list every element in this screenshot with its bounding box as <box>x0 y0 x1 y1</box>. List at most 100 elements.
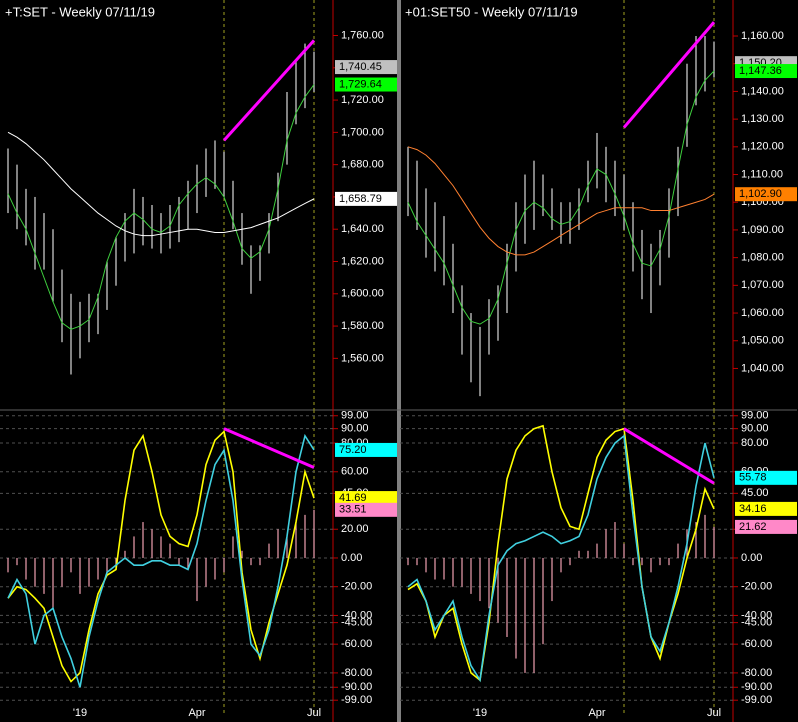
histogram-bar <box>461 557 463 587</box>
value-label-box <box>335 77 397 92</box>
histogram-bar <box>488 557 490 609</box>
histogram-bar <box>124 550 126 558</box>
y-tick-label: 1,110.00 <box>741 168 783 180</box>
histogram-bar <box>677 543 679 558</box>
value-label: 1,729.64 <box>339 78 382 90</box>
value-label: 34.16 <box>739 503 767 515</box>
y-tick-label: 1,160.00 <box>741 30 784 42</box>
value-label: 1,147.36 <box>739 65 782 77</box>
y-tick-label: 1,080.00 <box>741 252 784 264</box>
x-tick-label: '19 <box>73 707 87 719</box>
trend-line <box>223 427 315 469</box>
y-tick-label: 1,560.00 <box>341 352 384 364</box>
indicator-line <box>407 70 715 325</box>
histogram-bar <box>407 557 409 566</box>
trend-line <box>623 427 715 485</box>
histogram-bar <box>7 557 9 573</box>
y-tick-label: 90.00 <box>741 423 769 435</box>
histogram-bar <box>560 557 562 573</box>
value-label: 1,102.90 <box>739 188 782 200</box>
histogram-bar <box>169 543 171 558</box>
histogram-bar <box>551 557 553 602</box>
histogram-bar <box>470 557 472 594</box>
histogram-bar <box>542 557 544 645</box>
histogram-bar <box>196 557 198 602</box>
histogram-bar <box>16 557 18 566</box>
y-tick-label: 20.00 <box>341 523 369 535</box>
y-tick-label: 90.00 <box>341 423 369 435</box>
histogram-bar <box>295 522 297 558</box>
value-label: 21.62 <box>739 521 767 533</box>
histogram-bar <box>61 557 63 587</box>
value-label-box <box>335 60 397 75</box>
value-label: 1,740.45 <box>339 61 382 73</box>
indicator-line <box>407 146 715 256</box>
value-label-box <box>335 442 397 457</box>
y-tick-label: 1,680.00 <box>341 159 384 171</box>
histogram-bar <box>187 557 189 570</box>
value-label-box <box>735 187 797 202</box>
histogram-bar <box>277 529 279 558</box>
histogram-bar <box>569 557 571 566</box>
y-tick-label: 60.00 <box>341 466 369 478</box>
histogram-bar <box>497 557 499 623</box>
y-tick-label: -90.00 <box>341 681 372 693</box>
histogram-bar <box>178 557 180 566</box>
histogram-bar <box>650 557 652 573</box>
histogram-bar <box>425 557 427 573</box>
indicator-line <box>7 433 315 688</box>
histogram-bar <box>713 526 715 558</box>
panel-separator <box>397 0 401 722</box>
histogram-bar <box>88 557 90 587</box>
histogram-bar <box>632 557 634 566</box>
histogram-bar <box>587 550 589 558</box>
y-tick-label: -90.00 <box>741 681 772 693</box>
y-tick-label: -80.00 <box>741 667 772 679</box>
y-tick-label: 1,580.00 <box>341 320 384 332</box>
histogram-bar <box>668 557 670 566</box>
histogram-bar <box>704 514 706 558</box>
histogram-bar <box>605 529 607 558</box>
x-tick-label: Jul <box>707 707 721 719</box>
histogram-bar <box>515 557 517 659</box>
histogram-bar <box>79 557 81 594</box>
y-tick-label: 1,640.00 <box>341 223 384 235</box>
value-label: 75.20 <box>339 444 367 456</box>
y-tick-label: 1,720.00 <box>341 94 384 106</box>
y-tick-label: -80.00 <box>341 667 372 679</box>
y-tick-label: 0.00 <box>741 552 762 564</box>
y-tick-label: -40.00 <box>341 609 372 621</box>
histogram-bar <box>214 557 216 580</box>
y-tick-label: 99.00 <box>741 410 769 422</box>
histogram-bar <box>232 536 234 558</box>
histogram-bar <box>205 557 207 587</box>
histogram-bar <box>106 557 108 576</box>
y-tick-label: 45.00 <box>741 487 769 499</box>
x-tick-label: '19 <box>473 707 487 719</box>
value-label: 41.69 <box>339 492 367 504</box>
histogram-bar <box>250 557 252 566</box>
histogram-bar <box>97 557 99 580</box>
histogram-bar <box>479 557 481 602</box>
value-label-box <box>735 519 797 534</box>
y-tick-label: 99.00 <box>341 410 369 422</box>
y-tick-label: 1,050.00 <box>741 335 784 347</box>
histogram-bar <box>614 522 616 558</box>
y-tick-label: -45.00 <box>341 617 372 629</box>
y-tick-label: 1,060.00 <box>741 307 784 319</box>
y-tick-label: 1,090.00 <box>741 224 784 236</box>
histogram-bar <box>452 557 454 587</box>
y-tick-label: 1,140.00 <box>741 85 784 97</box>
histogram-bar <box>52 557 54 609</box>
histogram-bar <box>268 543 270 558</box>
histogram-bar <box>416 557 418 566</box>
x-tick-label: Apr <box>588 707 605 719</box>
histogram-bar <box>641 557 643 566</box>
histogram-bar <box>659 557 661 566</box>
value-label-box <box>335 502 397 517</box>
histogram-bar <box>160 536 162 558</box>
value-label-box <box>735 64 797 79</box>
indicator-line <box>7 131 315 237</box>
